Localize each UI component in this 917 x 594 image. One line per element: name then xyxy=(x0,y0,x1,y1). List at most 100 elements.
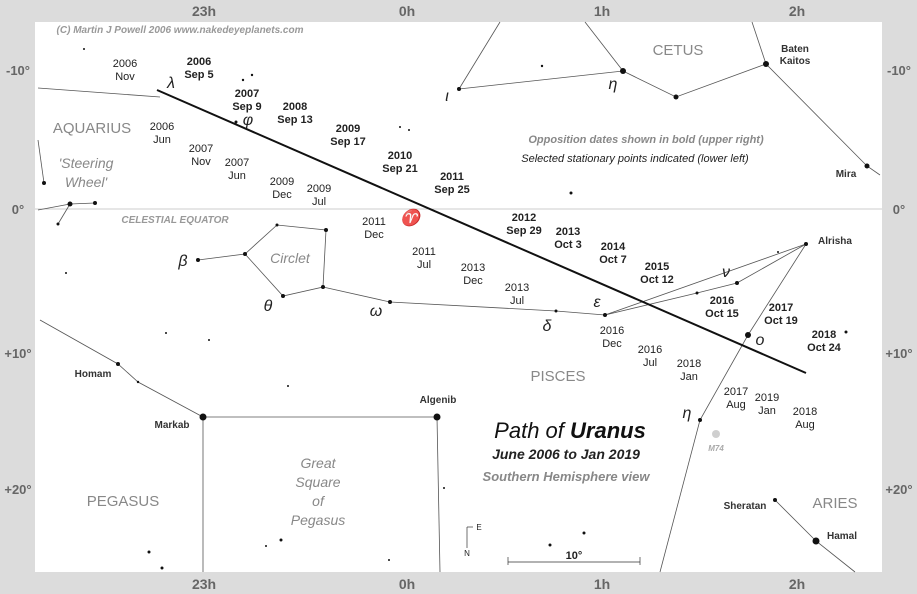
star-name-line: Mira xyxy=(836,169,857,180)
date-label-line: 2013 xyxy=(556,226,580,238)
dec-label: -10° xyxy=(887,63,911,78)
date-label: 2011 Jul xyxy=(412,246,436,271)
greek-letter: β xyxy=(177,253,187,270)
date-label-line: Aug xyxy=(795,419,815,431)
date-label: 2018 Jan xyxy=(677,358,701,383)
date-label: 2006 Sep 5 xyxy=(184,56,213,81)
date-label-line: Jun xyxy=(153,134,171,146)
date-label-line: 2007 xyxy=(225,157,249,169)
star-name-line: Sheratan xyxy=(724,501,767,512)
date-label: 2007 Sep 9 xyxy=(232,88,261,113)
date-label-line: 2010 xyxy=(388,150,412,162)
date-label-line: Jul xyxy=(312,196,326,208)
date-label-line: Jul xyxy=(417,259,431,271)
constellation-label: ARIES xyxy=(812,495,857,512)
date-label-line: Dec xyxy=(272,189,292,201)
title-emphasis: Uranus xyxy=(570,418,646,443)
star-name-line: Kaitos xyxy=(780,56,811,67)
date-label-line: Sep 13 xyxy=(277,114,312,126)
date-label: 2017 Aug xyxy=(724,386,748,411)
date-label: 2016 Oct 15 xyxy=(705,295,739,320)
dec-label: +10° xyxy=(885,346,912,361)
date-label-line: Dec xyxy=(463,275,483,287)
dec-label: +20° xyxy=(4,482,31,497)
dec-label: 0° xyxy=(12,202,24,217)
constellation-label: PISCES xyxy=(530,368,585,385)
date-label: 2009 Jul xyxy=(307,183,331,208)
date-label-line: Sep 29 xyxy=(506,225,541,237)
date-label: 2014 Oct 7 xyxy=(599,241,627,266)
date-label-line: 2008 xyxy=(283,101,307,113)
star-name-line: Baten xyxy=(781,44,809,55)
star-name-line: Markab xyxy=(154,420,189,431)
constellation-label: PEGASUS xyxy=(87,493,160,510)
constellation-label-line: CETUS xyxy=(653,42,704,59)
date-label-line: 2009 xyxy=(336,123,360,135)
greek-letter: ι xyxy=(445,88,449,105)
date-label: 2010 Sep 21 xyxy=(382,150,417,175)
date-label: 2018 Oct 24 xyxy=(807,329,842,354)
equator-label: CELESTIAL EQUATOR xyxy=(121,215,229,226)
ra-label: 0h xyxy=(399,576,415,592)
date-label-line: Dec xyxy=(602,338,622,350)
note: Opposition dates shown in bold (upper ri… xyxy=(528,134,764,146)
date-label-line: 2011 xyxy=(412,246,436,258)
date-label-line: Oct 7 xyxy=(599,254,627,266)
date-label-line: 2018 xyxy=(812,329,836,341)
constellation-label-line: Square xyxy=(295,474,340,490)
subtitle: June 2006 to Jan 2019 xyxy=(492,446,640,462)
constellation-label-line: Pegasus xyxy=(291,512,345,528)
date-label: 2015 Oct 12 xyxy=(640,261,674,286)
date-label-line: 2016 xyxy=(600,325,624,337)
dec-label: +20° xyxy=(885,482,912,497)
date-label-line: 2014 xyxy=(601,241,626,253)
date-label-line: 2011 xyxy=(362,216,386,228)
chart-area xyxy=(35,22,882,572)
greek-letter: ν xyxy=(722,264,730,281)
constellation-label-line: AQUARIUS xyxy=(53,120,131,137)
star-name: Mira xyxy=(836,169,857,180)
greek-letter: η xyxy=(609,76,618,93)
greek-letter: ε xyxy=(593,294,601,311)
constellation-label-line: Great xyxy=(300,455,336,471)
date-label-line: Oct 3 xyxy=(554,239,582,251)
greek-letter: θ xyxy=(264,298,273,315)
date-label: 2012 Sep 29 xyxy=(506,212,541,237)
star-name: Homam xyxy=(75,369,112,380)
scale-bar xyxy=(466,526,641,565)
date-label-line: Oct 19 xyxy=(764,315,798,327)
date-label-line: 2007 xyxy=(235,88,259,100)
ra-label: 1h xyxy=(594,576,610,592)
greek-letter: ο xyxy=(756,332,765,349)
date-label-line: Nov xyxy=(191,156,211,168)
date-label: 2007 Nov xyxy=(189,143,213,168)
constellation-label: CETUS xyxy=(653,42,704,59)
date-label-line: 2006 xyxy=(150,121,174,133)
date-label-line: 2011 xyxy=(440,171,464,183)
date-label-line: Sep 5 xyxy=(184,69,213,81)
date-label-line: Jul xyxy=(643,357,657,369)
date-label-line: 2019 xyxy=(755,392,779,404)
date-label: 2016 Jul xyxy=(638,344,662,369)
greek-letter: ♈ xyxy=(400,208,423,227)
dec-label: 0° xyxy=(893,202,905,217)
date-label-line: 2013 xyxy=(505,282,529,294)
star-name-line: M74 xyxy=(708,444,724,453)
date-label-line: Sep 25 xyxy=(434,184,469,196)
constellation-label-line: Wheel' xyxy=(65,174,109,190)
star-name-line: Alrisha xyxy=(818,236,852,247)
date-label-line: Sep 21 xyxy=(382,163,417,175)
date-label-line: Jul xyxy=(510,295,524,307)
star-name-line: Homam xyxy=(75,369,112,380)
ra-label: 2h xyxy=(789,576,805,592)
star-name-line: Algenib xyxy=(420,395,457,406)
date-label: 2006 Jun xyxy=(150,121,174,146)
date-label: 2011 Sep 25 xyxy=(434,171,469,196)
date-label-line: Aug xyxy=(726,399,746,411)
date-label-line: 2018 xyxy=(677,358,701,370)
greek-letter: δ xyxy=(543,318,553,335)
stars xyxy=(42,48,870,570)
constellation-label: AQUARIUS xyxy=(53,120,131,137)
constellation-label: 'Steering Wheel' xyxy=(59,155,114,190)
